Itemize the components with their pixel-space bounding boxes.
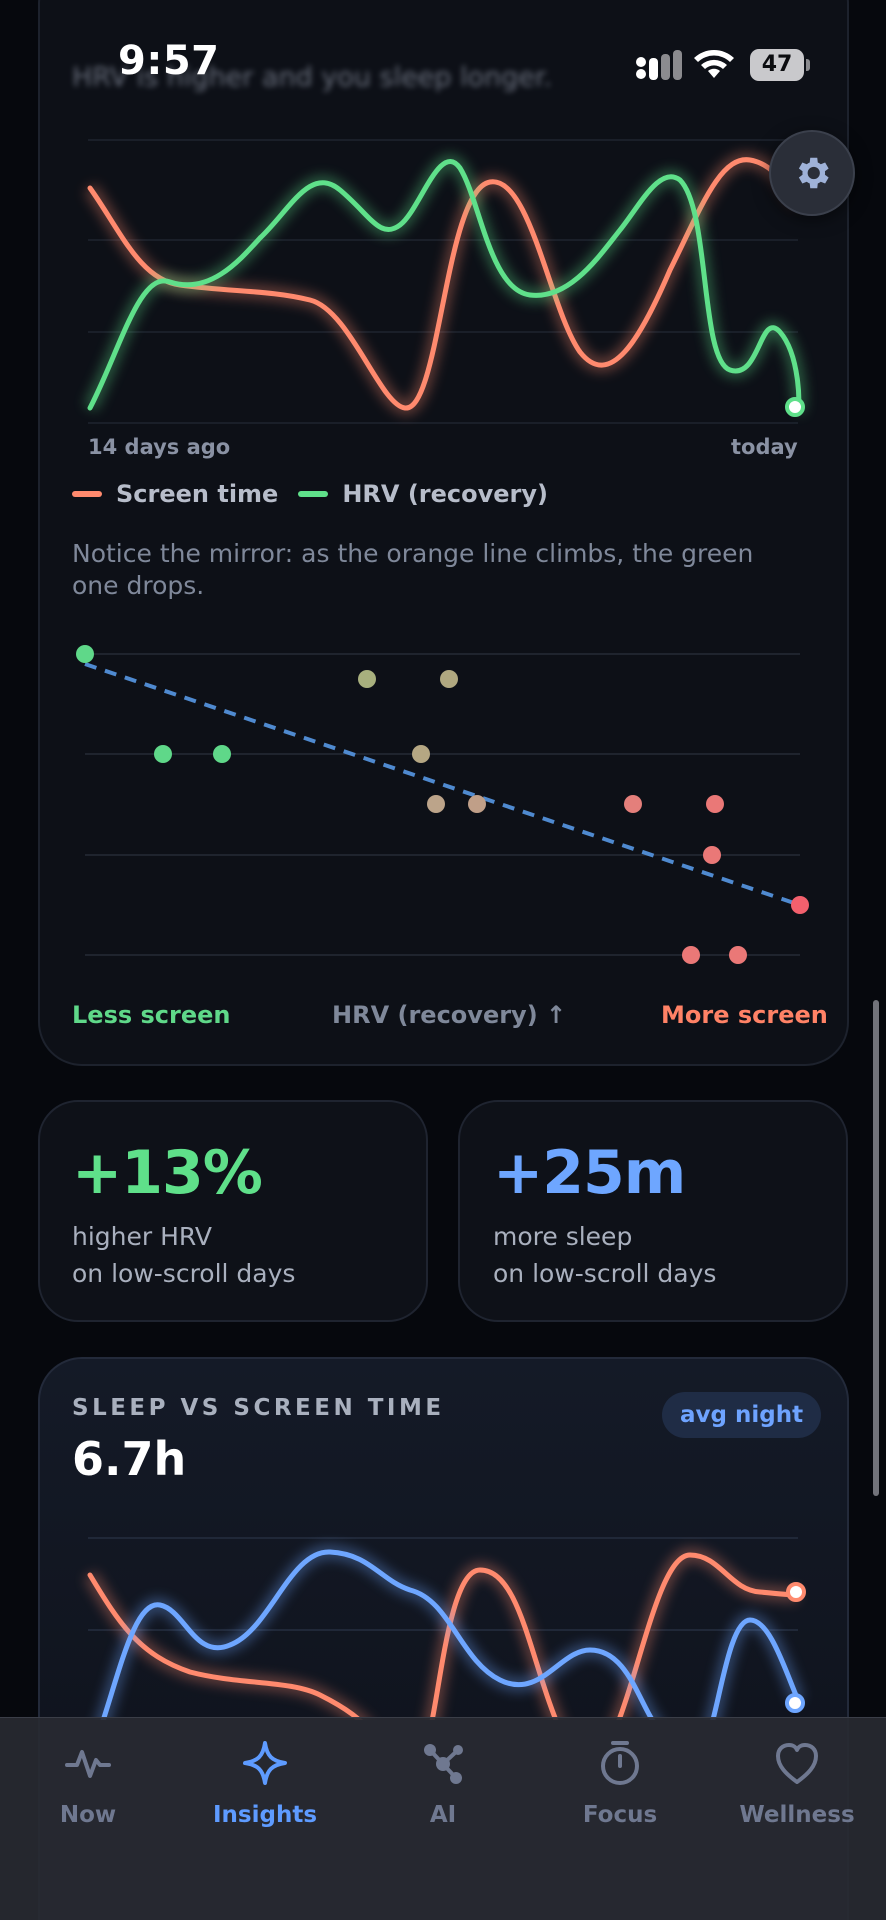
status-time: 9:57 — [118, 38, 220, 84]
legend-screen-time: Screen time — [72, 480, 278, 508]
tab-label: Wellness — [739, 1802, 855, 1828]
cellular-signal-icon — [636, 50, 682, 80]
hrv-stat-line2: on low-scroll days — [72, 1259, 296, 1288]
less-screen-label: Less screen — [72, 1001, 231, 1029]
more-screen-label: More screen — [661, 1001, 828, 1029]
hrv-axis-label: HRV (recovery) ↑ — [332, 1001, 567, 1029]
legend-hrv: HRV (recovery) — [298, 480, 548, 508]
chart-legend: Screen time HRV (recovery) — [72, 480, 548, 508]
timer-icon — [601, 1741, 639, 1785]
battery-level: 47 — [750, 49, 804, 81]
bottom-tab-bar — [0, 1717, 886, 1920]
card-intro-text: HRV is higher and you sleep longer. — [72, 62, 553, 93]
tab-focus[interactable]: Focus — [545, 1738, 695, 1848]
tab-label: AI — [429, 1802, 457, 1828]
sleep-stat-line1: more sleep — [493, 1222, 633, 1251]
network-icon — [424, 1744, 463, 1784]
tab-label: Now — [59, 1802, 117, 1828]
sleep-card-title: SLEEP VS SCREEN TIME — [72, 1395, 445, 1421]
x-axis-start-label: 14 days ago — [88, 435, 231, 459]
sleep-line-chart — [83, 1537, 806, 1720]
settings-button[interactable] — [769, 130, 855, 216]
tab-label: Insights — [212, 1802, 318, 1828]
chart-note: Notice the mirror: as the orange line cl… — [72, 539, 754, 600]
tab-label: Focus — [582, 1802, 658, 1828]
gear-icon — [798, 157, 829, 189]
legend-label: HRV (recovery) — [342, 480, 548, 508]
sleep-card-value: 6.7h — [72, 1432, 187, 1486]
avg-night-badge[interactable]: avg night — [662, 1392, 822, 1438]
sleep-stat-line2: on low-scroll days — [493, 1259, 717, 1288]
scrollbar[interactable] — [873, 1000, 879, 1496]
hrv-stat-line1: higher HRV — [72, 1222, 213, 1251]
legend-label: Screen time — [116, 480, 279, 508]
sleep-stat-value: +25m — [493, 1138, 686, 1208]
x-axis-end-label: today — [731, 435, 798, 459]
trend-line — [84, 662, 801, 907]
tab-now[interactable]: Now — [13, 1738, 163, 1848]
pulse-icon — [65, 1750, 111, 1778]
sparkle-icon — [243, 1741, 287, 1785]
tab-wellness[interactable]: Wellness — [722, 1738, 872, 1848]
scatter-plot — [76, 645, 809, 964]
tab-ai[interactable]: AI — [368, 1738, 518, 1848]
wifi-icon — [694, 50, 734, 78]
trend-line-chart — [83, 139, 806, 424]
hrv-stat-card[interactable] — [38, 1100, 428, 1322]
heart-icon — [776, 1743, 818, 1784]
sleep-stat-card[interactable] — [458, 1100, 848, 1322]
hrv-today-point — [785, 397, 805, 417]
battery-icon: 47 — [750, 49, 810, 81]
hrv-stat-value: +13% — [72, 1138, 263, 1208]
tab-insights[interactable]: Insights — [190, 1738, 340, 1848]
